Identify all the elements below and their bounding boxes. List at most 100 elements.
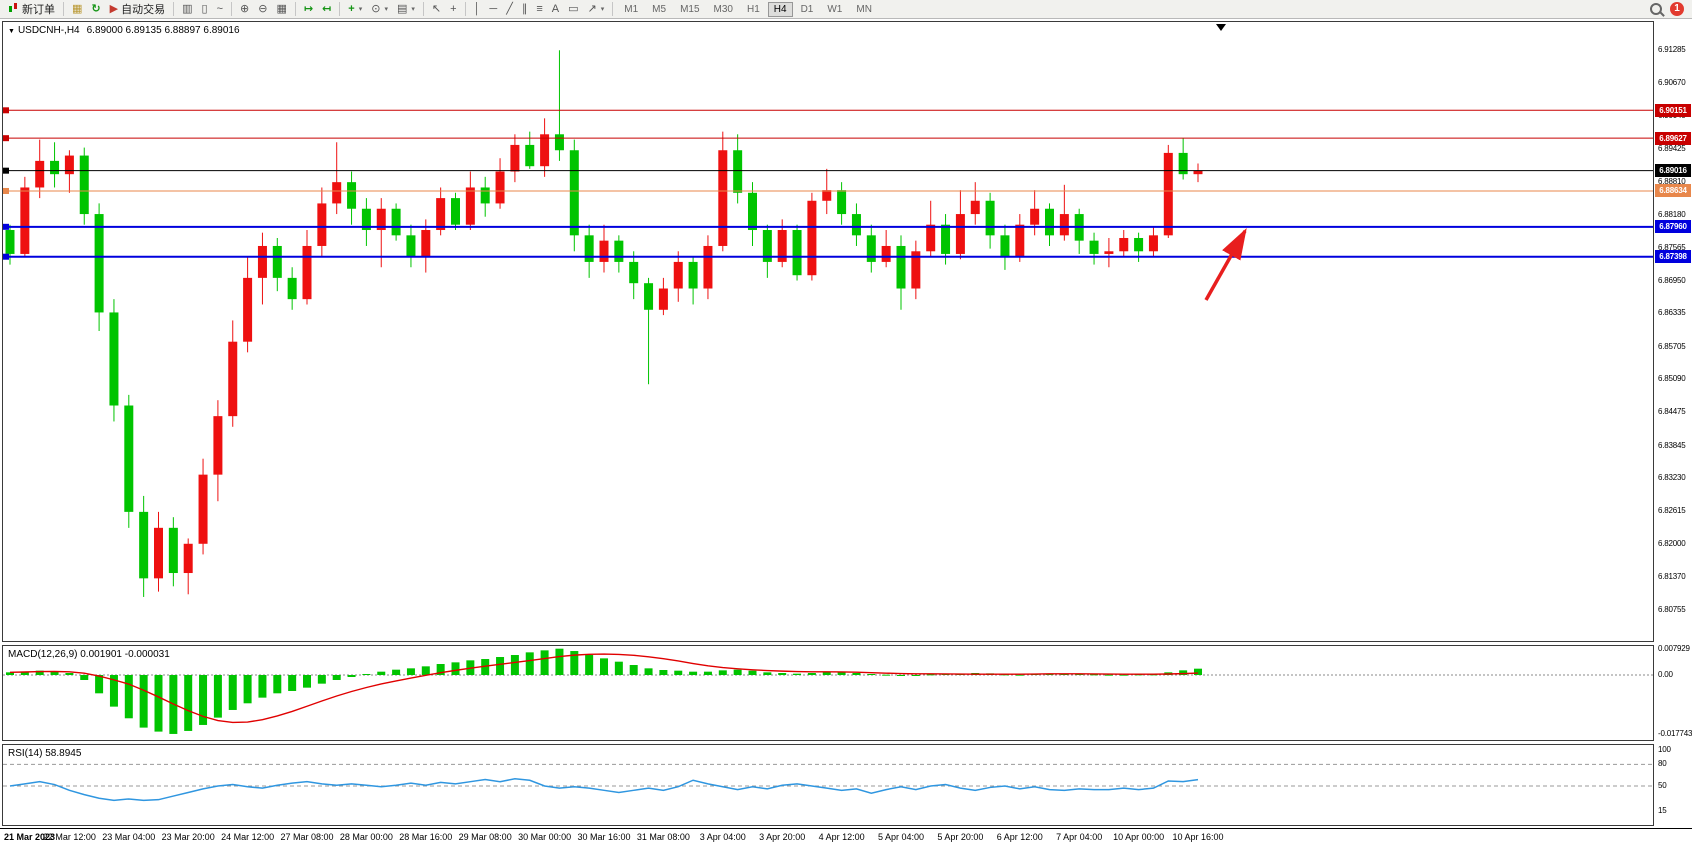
main-chart-panel: ▼ USDCNH-,H4 6.89000 6.89135 6.88897 6.890…	[2, 21, 1654, 642]
auto-trading-label: 自动交易	[121, 4, 166, 16]
timeframe-button-m30[interactable]: M30	[713, 4, 733, 15]
periods-button[interactable]: ⊙ ▾	[367, 1, 392, 18]
time-label: 30 Mar 16:00	[577, 832, 631, 842]
rsi-axis-label: 80	[1658, 759, 1667, 769]
line-chart-button[interactable]: ~	[213, 1, 227, 18]
time-label: 27 Mar 08:00	[280, 832, 334, 842]
price-badge: 6.89627	[1655, 131, 1691, 145]
price-tick-label: 6.87565	[1658, 242, 1686, 252]
auto-scroll-button[interactable]: ↦	[300, 1, 317, 18]
indicators-button[interactable]: + ▾	[344, 1, 366, 18]
chart-ohlc-quotes: 6.89000 6.89135 6.88897 6.89016	[86, 25, 240, 36]
time-label: 29 Mar 08:00	[458, 832, 512, 842]
candle-chart-button[interactable]: ▯	[198, 1, 212, 18]
templates-button[interactable]: ▤ ▾	[393, 1, 419, 18]
timeframe-button-d1[interactable]: D1	[800, 4, 814, 15]
zoom-in-button[interactable]: ⊕	[236, 1, 253, 18]
time-axis: 21 Mar 2023 22 Mar 12:00 23 Mar 04:00 23 Ma…	[0, 828, 1692, 847]
label-icon: ▭	[568, 2, 579, 15]
timeframe-button-h4[interactable]: H4	[767, 2, 793, 17]
chart-symbol: USDCNH-,H4	[17, 25, 80, 36]
price-badge: 6.89016	[1655, 164, 1691, 178]
fibonacci-button[interactable]: ≡	[532, 1, 546, 18]
rsi-axis-label: 100	[1658, 745, 1671, 754]
chevron-down-icon: ▾	[358, 6, 363, 13]
toolbar: 新订单 ▦ ↻ ▶ 自动交易 ▥ ▯ ~ ⊕ ⊖ ▦ ↦ ↤ + ▾ ⊙ ▾ ▤ ▾ …	[0, 0, 1692, 19]
timeframe-toolbar: M1 M5 M15 M30 H1 H4 D1 W1 MN	[617, 2, 879, 17]
rsi-panel: RSI(14) 58.8945	[2, 744, 1654, 826]
price-tick-label: 6.89425	[1658, 143, 1686, 153]
price-badge: 6.87960	[1655, 220, 1691, 234]
crosshair-button[interactable]: +	[446, 1, 460, 18]
price-tick-label: 6.81370	[1658, 572, 1686, 582]
timeframe-button-mn[interactable]: MN	[856, 4, 872, 15]
timeframe-button-m1[interactable]: M1	[624, 4, 639, 15]
macd-axis-label: -0.017743	[1658, 729, 1692, 739]
price-tick-label: 6.85705	[1658, 341, 1686, 351]
rsi-axis-label: 50	[1658, 781, 1667, 790]
text-button[interactable]: A	[548, 1, 563, 18]
timeframe-button-m15[interactable]: M15	[680, 4, 700, 15]
price-tick-label: 6.83230	[1658, 473, 1686, 483]
profiles-button[interactable]: ▦	[68, 1, 86, 18]
time-label: 4 Apr 12:00	[818, 832, 865, 842]
separator	[173, 2, 175, 16]
auto-trading-button[interactable]: ▶ 自动交易	[106, 1, 169, 18]
bar-chart-icon: ▥	[182, 2, 193, 15]
bar-chart-button[interactable]: ▥	[178, 1, 196, 18]
timeframe-button-w1[interactable]: W1	[827, 4, 843, 15]
vertical-line-icon: │	[473, 2, 481, 15]
timeframe-button-h1[interactable]: H1	[746, 4, 760, 15]
price-badge: 6.88634	[1655, 184, 1691, 198]
timeframe-button-m5[interactable]: M5	[652, 4, 667, 15]
search-icon[interactable]	[1650, 3, 1662, 15]
time-label: 30 Mar 00:00	[518, 832, 572, 842]
channel-button[interactable]: ∥	[518, 1, 532, 18]
time-label: 24 Mar 12:00	[221, 832, 275, 842]
macd-axis-label: 0.007929	[1658, 643, 1690, 653]
auto-trading-icon: ▶	[109, 2, 119, 15]
time-label: 6 Apr 12:00	[996, 832, 1043, 842]
time-label: 10 Apr 16:00	[1172, 832, 1224, 842]
zoom-in-icon: ⊕	[240, 2, 250, 15]
line-chart-icon: ~	[216, 2, 223, 15]
refresh-icon: ↻	[91, 2, 101, 15]
time-label: 3 Apr 20:00	[759, 832, 806, 842]
tile-windows-button[interactable]: ▦	[272, 1, 290, 18]
horizontal-line-button[interactable]: ─	[485, 1, 501, 18]
refresh-button[interactable]: ↻	[87, 1, 104, 18]
time-label: 21 Mar 2023	[4, 832, 56, 842]
trendline-button[interactable]: ╱	[502, 1, 517, 18]
arrow-tools-icon: ↗	[587, 2, 597, 15]
candlestick-chart-icon: ▯	[201, 2, 208, 15]
chevron-down-icon: ▾	[600, 6, 605, 13]
arrows-button[interactable]: ↗ ▾	[584, 1, 609, 18]
cursor-button[interactable]: ↖	[428, 1, 445, 18]
time-label: 5 Apr 04:00	[877, 832, 925, 842]
chart-shift-button[interactable]: ↤	[318, 1, 335, 18]
chart-title: ▼ USDCNH-,H4 6.89000 6.89135 6.88897 6.890…	[8, 25, 240, 36]
separator	[464, 2, 466, 16]
time-label: 31 Mar 08:00	[636, 832, 690, 842]
separator	[231, 2, 232, 16]
time-label: 23 Mar 04:00	[102, 832, 156, 842]
zoom-out-icon: ⊖	[258, 2, 268, 15]
price-axis: 6.912856.906706.900406.894256.888106.881…	[1655, 0, 1692, 846]
toolbar-right: 1	[1650, 2, 1688, 16]
time-label: 5 Apr 20:00	[937, 832, 984, 842]
price-tick-label: 6.82000	[1658, 538, 1686, 548]
price-badge: 6.87398	[1655, 250, 1691, 264]
time-label: 28 Mar 00:00	[339, 832, 393, 842]
time-label: 28 Mar 16:00	[399, 832, 453, 842]
vertical-line-button[interactable]: │	[470, 1, 485, 18]
price-tick-label: 6.88180	[1658, 210, 1686, 220]
price-tick-label: 6.82615	[1658, 506, 1686, 516]
label-button[interactable]: ▭	[564, 1, 582, 18]
zoom-out-button[interactable]: ⊖	[254, 1, 271, 18]
new-order-button[interactable]: 新订单	[4, 1, 59, 18]
rsi-axis-label: 15	[1658, 806, 1667, 816]
price-tick-label: 6.86950	[1658, 275, 1686, 285]
collapse-icon[interactable]: ▼	[8, 28, 15, 35]
notification-badge[interactable]: 1	[1670, 2, 1684, 16]
price-tick-label: 6.91285	[1658, 45, 1686, 54]
